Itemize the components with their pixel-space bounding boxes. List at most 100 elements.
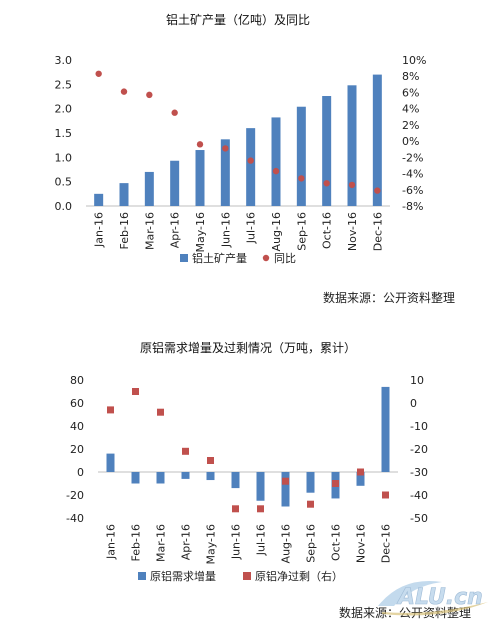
chart1-source-note: 数据来源：公开资料整理 (323, 291, 456, 305)
scatter-point (272, 167, 280, 175)
bar (156, 472, 165, 484)
legend-label-bars: 原铝需求增量 (150, 569, 216, 583)
legend-swatch-points (243, 572, 251, 580)
bar (246, 128, 256, 206)
bar (256, 472, 265, 501)
left-axis-tick-label: -40 (66, 512, 84, 525)
category-tick-label: Jul-16 (245, 212, 258, 244)
category-tick-label: Jan-16 (105, 524, 118, 560)
scatter-point (282, 477, 289, 485)
right-axis-tick-label: 10% (402, 54, 426, 67)
category-tick-label: Dec-16 (371, 212, 384, 251)
category-tick-label: Feb-16 (118, 212, 131, 249)
bar (381, 386, 390, 472)
chart-title: 原铝需求增量及过剩情况（万吨，累计） (140, 340, 356, 355)
category-tick-label: Apr-16 (180, 524, 193, 560)
bar (322, 96, 332, 206)
right-axis-tick-label: -4% (402, 168, 423, 181)
category-tick-label: Jun-16 (230, 524, 243, 560)
category-tick-label: Mar-16 (155, 524, 168, 562)
bar (94, 193, 104, 206)
scatter-point (171, 109, 178, 116)
category-tick-label: Mar-16 (143, 212, 156, 250)
right-axis-tick-label: 0 (410, 397, 417, 410)
scatter-point (298, 175, 305, 182)
left-axis-tick-label: 40 (70, 420, 84, 433)
right-axis-tick-label: -2% (402, 151, 423, 164)
scatter-point (222, 145, 229, 152)
right-axis-tick-label: 6% (402, 86, 419, 99)
category-tick-label: Apr-16 (169, 212, 182, 248)
legend-swatch-bars (180, 254, 188, 262)
scatter-point (132, 388, 139, 395)
scatter-point (146, 91, 153, 99)
bar (106, 453, 115, 472)
bar (372, 74, 382, 206)
scatter-point (182, 447, 189, 455)
category-tick-label: Sep-16 (305, 524, 318, 563)
right-axis-tick-label: -20 (410, 443, 428, 456)
right-axis-tick-label: -6% (402, 184, 423, 197)
legend-label-points: 原铝净过剩（右） (255, 569, 343, 583)
scatter-point (196, 141, 204, 148)
left-axis-tick-label: -20 (66, 489, 84, 502)
category-tick-label: Sep-16 (295, 212, 308, 251)
left-axis-tick-label: 80 (70, 374, 84, 387)
bar (206, 472, 215, 481)
category-tick-label: May-16 (205, 524, 218, 565)
bar (296, 106, 306, 206)
bar (131, 472, 140, 484)
category-tick-label: Dec-16 (380, 524, 393, 563)
scatter-point (257, 505, 264, 513)
bar (220, 139, 230, 206)
svg-text:ALU.cn: ALU.cn (396, 585, 483, 610)
scatter-point (247, 157, 254, 164)
scatter-point (157, 408, 164, 416)
bar (347, 85, 357, 206)
scatter-point (348, 181, 356, 189)
left-axis-tick-label: 0 (77, 466, 84, 479)
left-axis-tick-label: 3.0 (55, 54, 73, 67)
category-tick-label: Nov-16 (355, 524, 368, 563)
left-axis-tick-label: 0.5 (55, 176, 73, 189)
bar (271, 117, 281, 206)
left-axis-tick-label: 20 (70, 443, 84, 456)
left-axis-tick-label: 1.0 (55, 151, 73, 164)
right-axis-tick-label: 0% (402, 135, 419, 148)
right-axis-tick-label: -40 (410, 489, 428, 502)
scatter-point (374, 187, 381, 194)
left-axis-tick-label: 2.0 (55, 103, 73, 116)
right-axis-tick-label: -10 (410, 420, 428, 433)
chart-aluminium-demand-surplus: 原铝需求增量及过剩情况（万吨，累计） -40 -20 0 20 40 60 80 -50 -40 -… (66, 340, 428, 583)
scatter-point (382, 491, 389, 499)
category-tick-label: Feb-16 (130, 524, 143, 561)
right-axis-tick-label: 10 (410, 374, 424, 387)
bar (306, 472, 315, 493)
scatter-point (120, 88, 128, 95)
right-axis-tick-label: -8% (402, 200, 423, 213)
legend-swatch-points (262, 254, 270, 262)
scatter-point (95, 70, 102, 77)
bar (144, 171, 154, 206)
category-tick-label: Aug-16 (270, 212, 283, 251)
left-axis-tick-label: 2.5 (55, 78, 73, 91)
scatter-point (232, 505, 239, 513)
right-axis-tick-label: 8% (402, 70, 419, 83)
right-axis-tick-label: 2% (402, 119, 419, 132)
category-tick-label: Aug-16 (280, 524, 293, 563)
scatter-point (307, 500, 314, 508)
scatter-point (107, 406, 114, 414)
right-axis-tick-label: 4% (402, 103, 419, 116)
bar (181, 472, 190, 479)
scatter-point (207, 457, 214, 464)
right-axis-tick-label: -50 (410, 512, 428, 525)
category-tick-label: Nov-16 (346, 212, 359, 251)
category-tick-label: Jul-16 (255, 524, 268, 556)
legend-label-bars: 铝土矿产量 (192, 251, 247, 265)
category-tick-label: Jan-16 (93, 212, 106, 248)
left-axis-tick-label: 1.5 (55, 127, 73, 140)
scatter-point (332, 480, 339, 487)
left-axis-tick-label: 0.0 (55, 200, 73, 213)
category-tick-label: Jun-16 (219, 212, 232, 248)
